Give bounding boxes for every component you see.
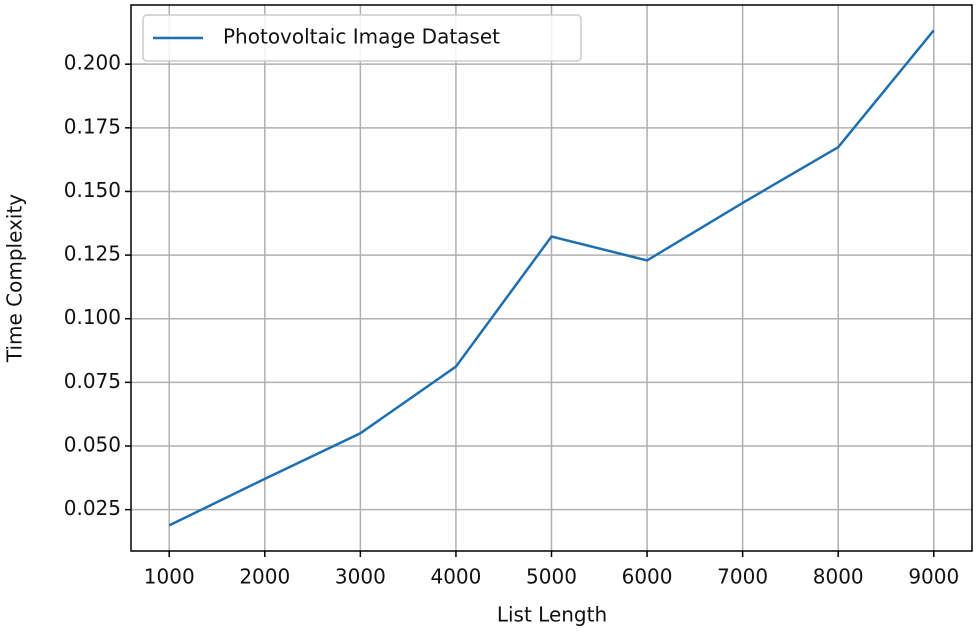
y-tick-label: 0.050: [64, 433, 121, 457]
y-tick-label: 0.125: [64, 242, 121, 266]
x-tick-label: 3000: [335, 565, 386, 589]
y-tick-label: 0.175: [64, 114, 121, 138]
legend-label: Photovoltaic Image Dataset: [223, 25, 500, 49]
y-axis-label: Time Complexity: [3, 194, 27, 363]
x-tick-label: 2000: [239, 565, 290, 589]
y-tick-label: 0.075: [64, 369, 121, 393]
y-tick-label: 0.150: [64, 178, 121, 202]
y-tick-label: 0.200: [64, 51, 121, 75]
x-axis-label: List Length: [497, 603, 607, 627]
x-tick-label: 1000: [144, 565, 195, 589]
line: [168, 29, 935, 527]
x-tick-label: 4000: [430, 565, 481, 589]
x-tick-label: 9000: [908, 565, 959, 589]
x-tick-label: 7000: [717, 565, 768, 589]
x-tick-label: 8000: [813, 565, 864, 589]
x-tick-label: 5000: [526, 565, 577, 589]
legend-box: [142, 14, 582, 62]
plot-frame: [130, 4, 973, 552]
y-tick-label: 0.100: [64, 305, 121, 329]
y-tick-label: 0.025: [64, 496, 121, 520]
x-tick-label: 6000: [622, 565, 673, 589]
